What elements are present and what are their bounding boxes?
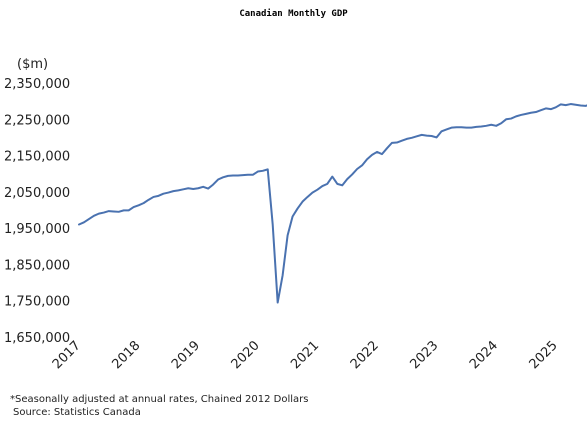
chart-footnote: *Seasonally adjusted at annual rates, Ch… xyxy=(10,394,309,405)
y-tick-label: 1,950,000 xyxy=(4,222,70,237)
chart-title: Canadian Monthly GDP xyxy=(239,9,348,19)
x-tick-label: 2021 xyxy=(288,338,322,372)
y-axis-unit-label: ($m) xyxy=(17,57,48,72)
x-tick-label: 2022 xyxy=(348,338,382,372)
y-axis-ticks: 1,650,000 1,750,000 1,850,000 1,950,000 2,05… xyxy=(4,77,70,346)
x-tick-label: 2019 xyxy=(169,338,203,372)
gdp-series-line xyxy=(78,103,587,304)
x-tick-label: 2023 xyxy=(407,338,441,372)
y-tick-label: 1,850,000 xyxy=(4,258,70,273)
line-chart: ($m) 1,650,000 1,750,000 1,850,000 1,950,00… xyxy=(4,57,587,372)
y-tick-label: 2,050,000 xyxy=(4,186,70,201)
y-tick-label: 1,750,000 xyxy=(4,295,70,310)
x-tick-label: 2018 xyxy=(109,338,143,372)
y-tick-label: 2,350,000 xyxy=(4,77,70,92)
x-tick-label: 2020 xyxy=(229,338,263,372)
chart-source: Source: Statistics Canada xyxy=(13,407,141,418)
y-tick-label: 2,150,000 xyxy=(4,150,70,165)
x-tick-label: 2025 xyxy=(527,338,561,372)
x-tick-label: 2024 xyxy=(467,338,501,372)
y-tick-label: 1,650,000 xyxy=(4,331,70,346)
y-tick-label: 2,250,000 xyxy=(4,113,70,128)
x-axis-ticks: 2017 2018 2019 2020 2021 2022 2023 2024 2025 xyxy=(50,338,561,372)
